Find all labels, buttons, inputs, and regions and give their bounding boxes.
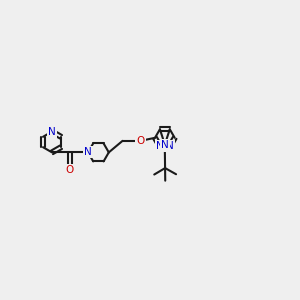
Text: O: O [136,136,145,146]
Text: N: N [161,140,169,150]
Text: N: N [84,147,92,158]
Text: N: N [48,127,56,136]
Text: O: O [66,165,74,176]
Text: N: N [166,141,174,152]
Text: N: N [156,141,164,152]
Text: N: N [161,140,169,150]
Text: N: N [84,147,92,158]
